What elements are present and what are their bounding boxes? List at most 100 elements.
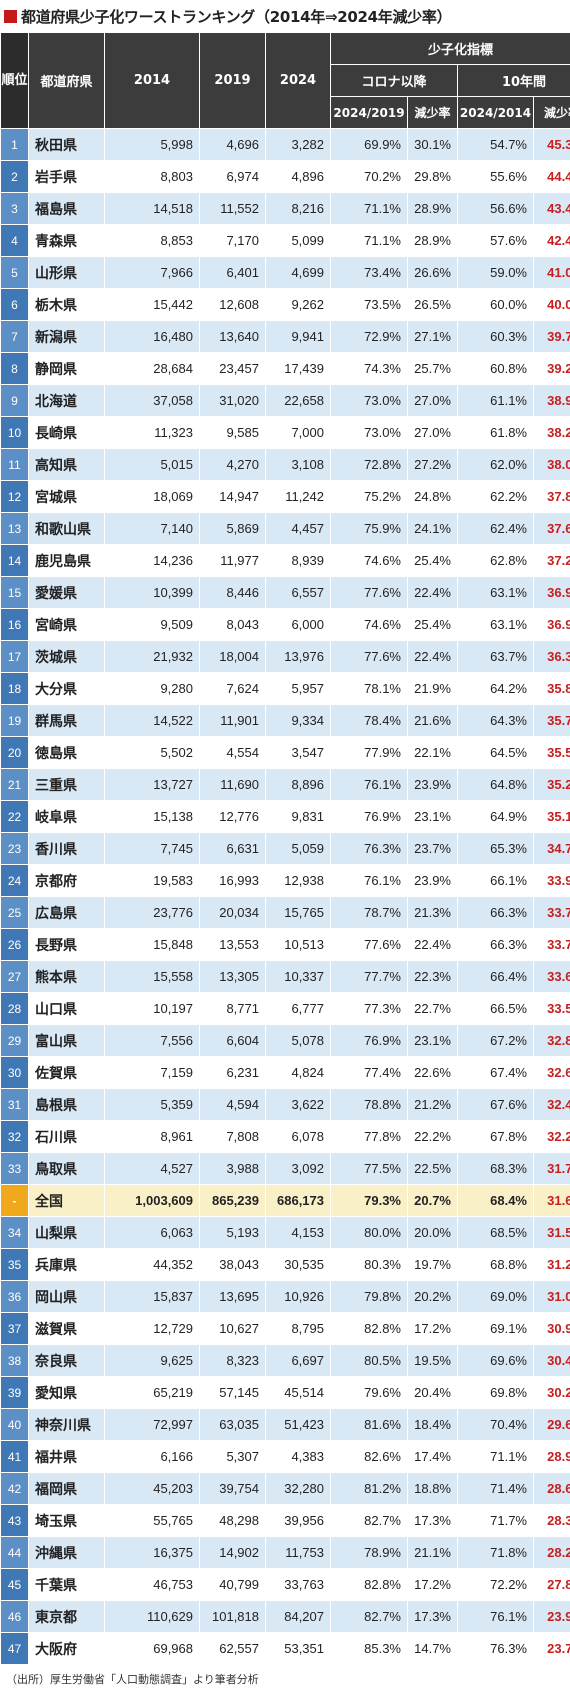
prefecture-cell: 香川県 — [28, 832, 105, 865]
rank-cell: 23 — [0, 832, 29, 865]
rank-cell: 2 — [0, 160, 29, 193]
births-2024-cell: 5,099 — [265, 224, 331, 257]
decline-covid-cell: 25.4% — [407, 544, 458, 577]
rank-cell: 8 — [0, 352, 29, 385]
decline-ten-year-cell: 32.6% — [532, 1056, 570, 1089]
ratio-2024-2019-cell: 73.0% — [330, 384, 408, 417]
prefecture-cell: 岡山県 — [28, 1280, 105, 1313]
prefecture-cell: 群馬県 — [28, 704, 105, 737]
decline-covid-cell: 27.0% — [407, 416, 458, 449]
births-2014-cell: 8,961 — [104, 1120, 200, 1153]
rank-cell: 45 — [0, 1568, 29, 1601]
header-2024: 2024 — [265, 32, 331, 129]
births-2019-cell: 63,035 — [199, 1408, 266, 1441]
births-2019-cell: 12,608 — [199, 288, 266, 321]
births-2024-cell: 51,423 — [265, 1408, 331, 1441]
rank-cell: 32 — [0, 1120, 29, 1153]
decline-ten-year-cell: 31.6% — [532, 1184, 570, 1217]
decline-covid-cell: 23.1% — [407, 1024, 458, 1057]
births-2019-cell: 14,947 — [199, 480, 266, 513]
ratio-2024-2019-cell: 76.9% — [330, 800, 408, 833]
births-2014-cell: 5,998 — [104, 128, 200, 161]
decline-ten-year-cell: 32.2% — [532, 1120, 570, 1153]
births-2019-cell: 13,305 — [199, 960, 266, 993]
table-row: 27 熊本県 15,558 13,305 10,337 77.7% 22.3% 66.4% 33… — [0, 960, 570, 993]
births-2019-cell: 48,298 — [199, 1504, 266, 1537]
ratio-2024-2019-cell: 73.5% — [330, 288, 408, 321]
births-2019-cell: 18,004 — [199, 640, 266, 673]
ratio-2024-2014-cell: 69.8% — [457, 1376, 534, 1409]
decline-ten-year-cell: 37.8% — [532, 480, 570, 513]
decline-covid-cell: 17.3% — [407, 1504, 458, 1537]
births-2024-cell: 6,777 — [265, 992, 331, 1025]
ratio-2024-2014-cell: 60.8% — [457, 352, 534, 385]
ratio-2024-2019-cell: 77.6% — [330, 640, 408, 673]
prefecture-cell: 宮崎県 — [28, 608, 105, 641]
births-2014-cell: 37,058 — [104, 384, 200, 417]
decline-ten-year-cell: 38.0% — [532, 448, 570, 481]
table-body: 1秋田県5,9984,6963,28269.9%30.1%54.7%45.3%2… — [0, 128, 570, 1665]
births-2014-cell: 15,558 — [104, 960, 200, 993]
decline-ten-year-cell: 35.5% — [532, 736, 570, 769]
header-2019: 2019 — [199, 32, 266, 129]
rank-cell: 15 — [0, 576, 29, 609]
births-2024-cell: 6,697 — [265, 1344, 331, 1377]
prefecture-cell: 愛知県 — [28, 1376, 105, 1409]
decline-covid-cell: 17.3% — [407, 1600, 458, 1633]
prefecture-cell: 大阪府 — [28, 1632, 105, 1665]
decline-covid-cell: 21.2% — [407, 1088, 458, 1121]
births-2014-cell: 7,140 — [104, 512, 200, 545]
decline-covid-cell: 20.7% — [407, 1184, 458, 1217]
ratio-2024-2014-cell: 71.8% — [457, 1536, 534, 1569]
ratio-2024-2014-cell: 61.8% — [457, 416, 534, 449]
births-2014-cell: 10,399 — [104, 576, 200, 609]
births-2019-cell: 39,754 — [199, 1472, 266, 1505]
table-row: 12 宮城県 18,069 14,947 11,242 75.2% 24.8% 62.2% 37… — [0, 480, 570, 513]
ratio-2024-2019-cell: 78.7% — [330, 896, 408, 929]
births-2024-cell: 8,216 — [265, 192, 331, 225]
ratio-2024-2019-cell: 72.9% — [330, 320, 408, 353]
births-2019-cell: 14,902 — [199, 1536, 266, 1569]
births-2024-cell: 686,173 — [265, 1184, 331, 1217]
decline-covid-cell: 28.9% — [407, 192, 458, 225]
ratio-2024-2019-cell: 80.0% — [330, 1216, 408, 1249]
births-2019-cell: 3,988 — [199, 1152, 266, 1185]
decline-ten-year-cell: 33.6% — [532, 960, 570, 993]
decline-ten-year-cell: 32.4% — [532, 1088, 570, 1121]
ratio-2024-2014-cell: 67.2% — [457, 1024, 534, 1057]
decline-covid-cell: 22.6% — [407, 1056, 458, 1089]
table-row: 47 大阪府 69,968 62,557 53,351 85.3% 14.7% 76.3% 23… — [0, 1632, 570, 1665]
births-2014-cell: 4,527 — [104, 1152, 200, 1185]
decline-ten-year-cell: 37.2% — [532, 544, 570, 577]
decline-ten-year-cell: 35.1% — [532, 800, 570, 833]
births-2014-cell: 15,442 — [104, 288, 200, 321]
ratio-2024-2014-cell: 57.6% — [457, 224, 534, 257]
prefecture-cell: 熊本県 — [28, 960, 105, 993]
rank-cell: 31 — [0, 1088, 29, 1121]
decline-covid-cell: 20.4% — [407, 1376, 458, 1409]
births-2024-cell: 6,557 — [265, 576, 331, 609]
births-2024-cell: 32,280 — [265, 1472, 331, 1505]
source-note: （出所）厚生労働省「人口動態調査」より筆者分析 — [6, 1673, 259, 1686]
births-2024-cell: 5,059 — [265, 832, 331, 865]
decline-covid-cell: 19.5% — [407, 1344, 458, 1377]
header-2014: 2014 — [104, 32, 200, 129]
births-2024-cell: 4,896 — [265, 160, 331, 193]
ratio-2024-2014-cell: 72.2% — [457, 1568, 534, 1601]
births-2014-cell: 9,509 — [104, 608, 200, 641]
ratio-2024-2014-cell: 62.2% — [457, 480, 534, 513]
births-2014-cell: 15,837 — [104, 1280, 200, 1313]
births-2024-cell: 5,078 — [265, 1024, 331, 1057]
births-2014-cell: 6,063 — [104, 1216, 200, 1249]
rank-cell: 41 — [0, 1440, 29, 1473]
decline-ten-year-cell: 41.0% — [532, 256, 570, 289]
births-2024-cell: 3,108 — [265, 448, 331, 481]
births-2019-cell: 13,553 — [199, 928, 266, 961]
prefecture-cell: 秋田県 — [28, 128, 105, 161]
prefecture-cell: 青森県 — [28, 224, 105, 257]
rank-cell: 37 — [0, 1312, 29, 1345]
births-2014-cell: 28,684 — [104, 352, 200, 385]
